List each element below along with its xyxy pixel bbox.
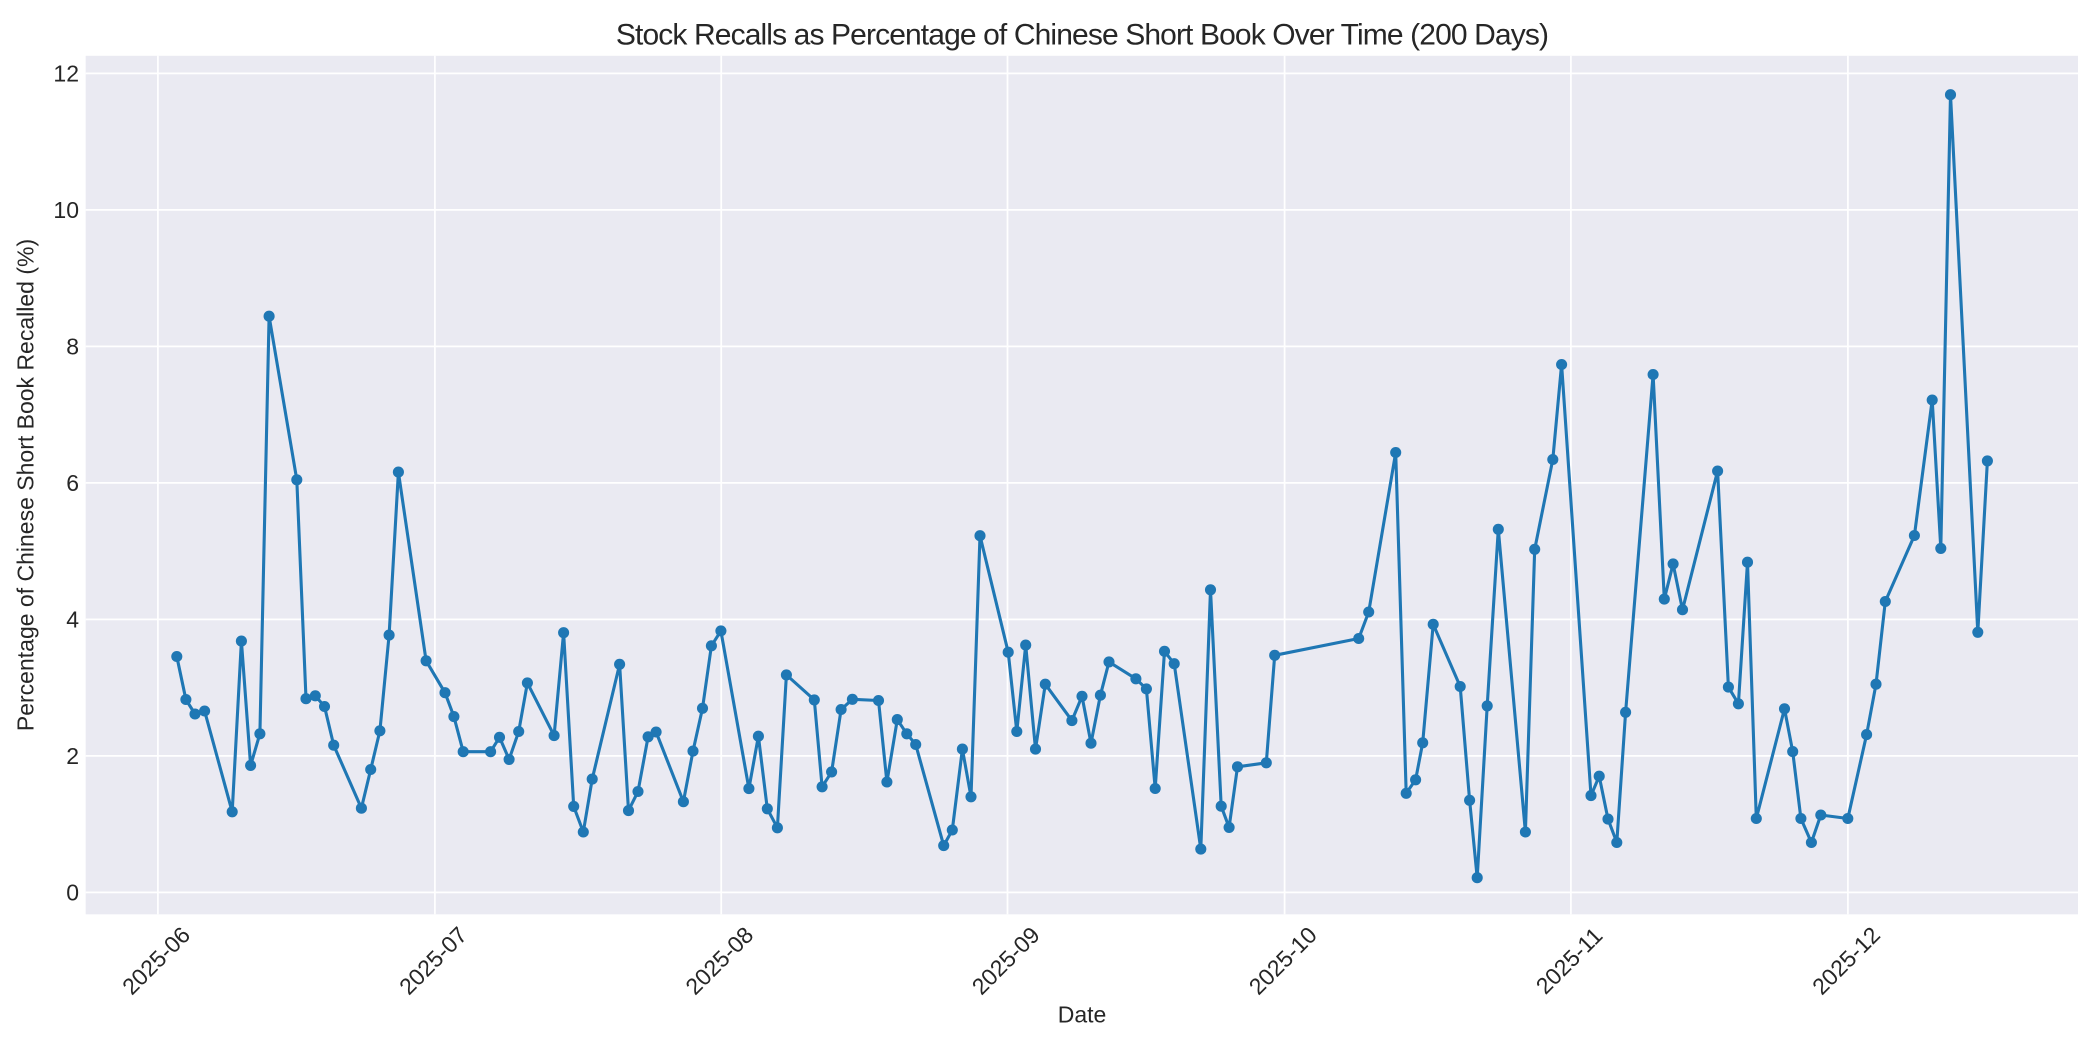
svg-text:4: 4 — [66, 607, 79, 633]
svg-text:2025-06: 2025-06 — [117, 922, 195, 1000]
svg-text:2025-07: 2025-07 — [394, 922, 472, 1000]
svg-text:0: 0 — [66, 880, 79, 906]
svg-text:2025-11: 2025-11 — [1531, 922, 1608, 999]
svg-text:6: 6 — [66, 470, 79, 496]
svg-text:2025-10: 2025-10 — [1244, 922, 1322, 1000]
svg-text:10: 10 — [53, 197, 79, 223]
svg-text:Percentage of Chinese Short Bo: Percentage of Chinese Short Book Recalle… — [13, 239, 39, 731]
svg-text:8: 8 — [66, 334, 79, 360]
svg-text:12: 12 — [53, 61, 79, 87]
svg-text:2025-08: 2025-08 — [680, 922, 758, 1000]
svg-text:2025-09: 2025-09 — [967, 922, 1045, 1000]
svg-text:Date: Date — [1058, 1002, 1107, 1028]
svg-text:Stock Recalls as Percentage of: Stock Recalls as Percentage of Chinese S… — [616, 18, 1548, 51]
svg-text:2: 2 — [66, 743, 79, 769]
svg-text:2025-12: 2025-12 — [1807, 922, 1885, 1000]
